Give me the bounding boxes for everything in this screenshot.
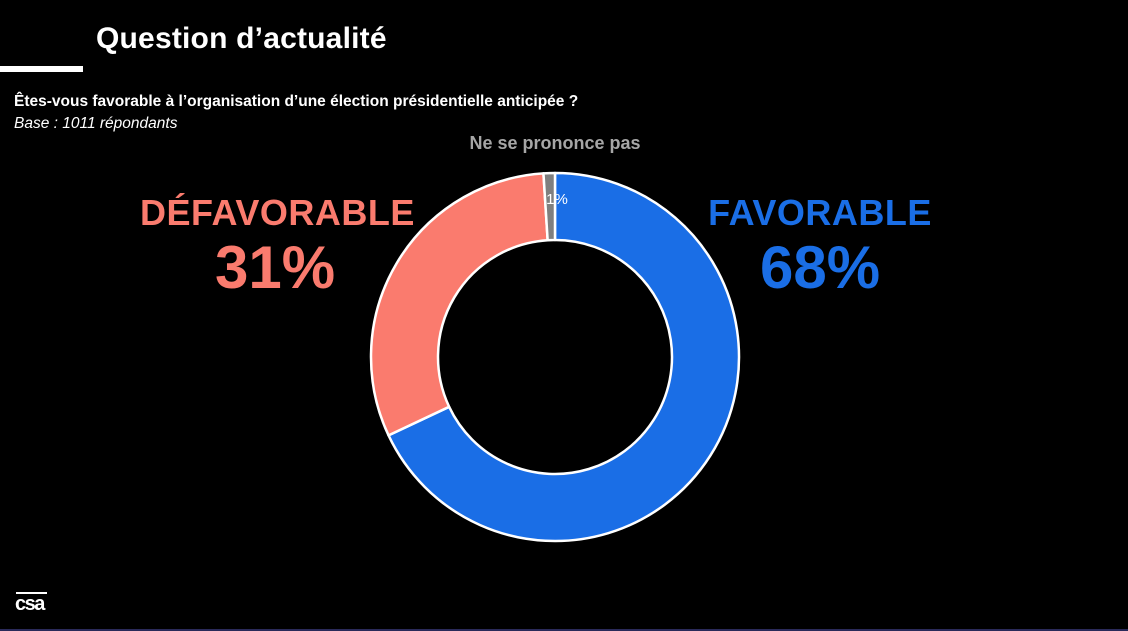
donut-slices (369, 171, 741, 543)
csa-logo: csa (15, 592, 49, 616)
unfavorable-label-group: DÉFAVORABLE 31% (140, 192, 415, 303)
bottom-border (0, 629, 1128, 631)
favorable-slice (387, 171, 741, 543)
unfavorable-label: DÉFAVORABLE (140, 192, 415, 233)
unfavorable-percentage: 31% (214, 234, 336, 301)
favorable-percentage: 68% (759, 234, 881, 301)
no-opinion-percentage: 1% (546, 191, 568, 208)
unfavorable-slice (369, 172, 549, 437)
favorable-label-group: FAVORABLE 68% (702, 193, 938, 303)
sample-base: Base : 1011 répondants (14, 115, 178, 132)
page-title: Question d’actualité (96, 22, 387, 55)
no-opinion-label: Ne se prononce pas (469, 133, 641, 153)
logo-text: csa (15, 593, 45, 615)
survey-question: Êtes-vous favorable à l’organisation d’u… (14, 93, 579, 110)
title-accent-bar (0, 66, 83, 72)
no-opinion-slice (542, 171, 557, 242)
logo-bar (16, 592, 47, 594)
favorable-label: FAVORABLE (708, 192, 932, 233)
